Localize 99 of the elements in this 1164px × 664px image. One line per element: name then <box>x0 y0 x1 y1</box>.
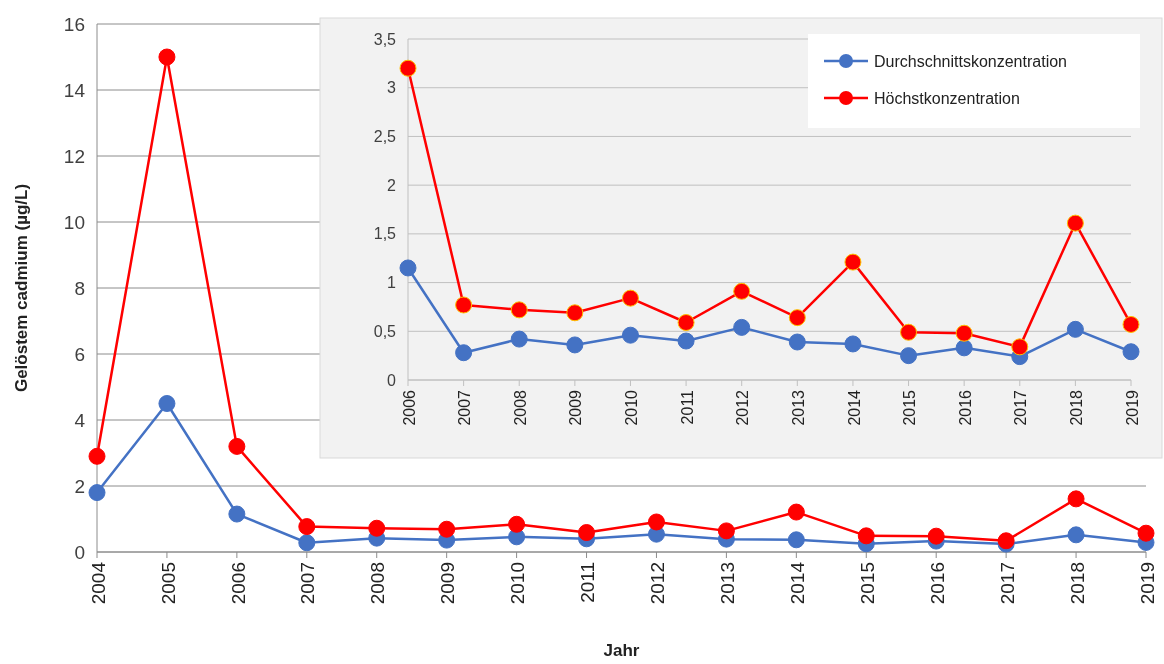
point <box>927 527 945 545</box>
point <box>1122 343 1140 361</box>
y-tick-label: 12 <box>63 145 85 167</box>
y-tick-label: 0 <box>387 371 397 389</box>
point <box>1066 214 1084 232</box>
point <box>88 484 106 502</box>
point <box>857 527 875 545</box>
x-tick-label: 2019 <box>1136 562 1158 605</box>
point <box>455 296 473 314</box>
point <box>455 344 473 362</box>
point <box>88 447 106 465</box>
x-tick-label: 2016 <box>956 389 974 426</box>
point <box>788 333 806 351</box>
point <box>228 437 246 455</box>
point <box>787 531 805 549</box>
y-tick-label: 2 <box>74 475 85 497</box>
y-tick-label: 6 <box>74 343 85 365</box>
point <box>368 519 386 537</box>
x-tick-label: 2017 <box>996 562 1018 605</box>
point <box>844 335 862 353</box>
point <box>298 534 316 552</box>
y-tick-label: 2 <box>387 176 397 194</box>
point <box>677 314 695 331</box>
point <box>844 253 862 271</box>
x-tick-label: 2018 <box>1067 389 1085 426</box>
legend-label: Durchschnittskonzentration <box>874 53 1067 70</box>
point <box>1067 526 1085 544</box>
x-tick-label: 2009 <box>567 389 585 426</box>
point <box>900 323 918 341</box>
legend-label: Höchstkonzentration <box>874 90 1020 107</box>
point <box>228 505 246 523</box>
x-tick-label: 2006 <box>400 389 418 426</box>
x-tick-label: 2010 <box>507 562 529 605</box>
x-tick-label: 2008 <box>511 389 529 426</box>
x-tick-label: 2004 <box>87 561 109 605</box>
x-tick-label: 2019 <box>1123 389 1141 426</box>
point <box>788 309 806 327</box>
point <box>1137 524 1155 542</box>
x-tick-label: 2006 <box>227 562 249 605</box>
x-tick-label: 2007 <box>456 389 474 426</box>
x-tick-label: 2011 <box>678 389 696 425</box>
x-tick-label: 2015 <box>901 389 919 426</box>
point <box>733 318 751 336</box>
point <box>955 324 973 342</box>
y-tick-label: 0 <box>74 541 85 563</box>
x-axis-title: Jahr <box>603 641 640 660</box>
point <box>647 513 665 531</box>
x-tick-label: 2008 <box>367 562 389 605</box>
y-axis-title: Gelöstem cadmium (µg/L) <box>12 183 31 393</box>
y-tick-label: 2,5 <box>373 128 397 146</box>
y-tick-label: 10 <box>63 211 85 233</box>
point <box>566 304 584 322</box>
x-tick-label: 2018 <box>1066 562 1088 605</box>
x-tick-label: 2017 <box>1012 389 1030 426</box>
point <box>158 48 176 66</box>
point <box>733 282 751 300</box>
y-tick-label: 3 <box>387 79 397 97</box>
y-tick-label: 14 <box>63 79 86 101</box>
y-tick-label: 3,5 <box>373 30 397 48</box>
point <box>578 524 596 542</box>
y-tick-label: 1,5 <box>373 225 397 243</box>
point <box>1067 490 1085 508</box>
x-tick-label: 2011 <box>577 562 599 603</box>
y-tick-label: 16 <box>63 13 85 35</box>
x-tick-label: 2014 <box>845 389 863 426</box>
point <box>510 330 528 348</box>
point <box>717 522 735 540</box>
point <box>1066 320 1084 338</box>
point <box>621 326 639 344</box>
point <box>510 301 528 319</box>
point <box>1122 315 1140 333</box>
y-tick-label: 8 <box>74 277 85 299</box>
point <box>298 518 316 536</box>
x-tick-label: 2016 <box>926 562 948 605</box>
point <box>677 332 695 350</box>
y-tick-label: 4 <box>74 409 86 431</box>
point <box>900 347 918 365</box>
x-tick-label: 2015 <box>856 562 878 605</box>
point <box>621 289 639 307</box>
point <box>1011 338 1029 356</box>
point <box>158 395 176 412</box>
x-tick-label: 2007 <box>297 562 319 605</box>
x-tick-label: 2005 <box>157 562 179 605</box>
point <box>399 59 417 77</box>
point <box>508 515 526 533</box>
point <box>399 259 417 277</box>
x-tick-label: 2009 <box>437 562 459 605</box>
x-tick-label: 2014 <box>786 561 808 605</box>
point <box>438 520 456 538</box>
x-tick-label: 2012 <box>647 562 669 605</box>
point <box>787 503 805 521</box>
y-tick-label: 0,5 <box>373 322 397 340</box>
x-tick-label: 2010 <box>623 389 641 426</box>
x-tick-label: 2012 <box>734 389 752 426</box>
point <box>566 336 584 354</box>
point <box>955 339 973 357</box>
x-tick-label: 2013 <box>717 562 739 605</box>
y-tick-label: 1 <box>387 274 397 292</box>
x-tick-label: 2013 <box>789 389 807 426</box>
